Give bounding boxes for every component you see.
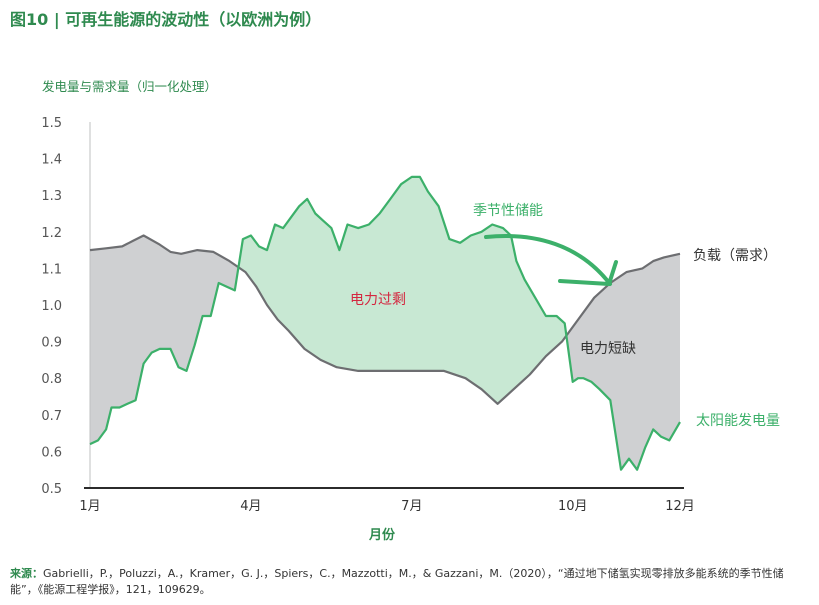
y-tick-label: 0.8 [41,372,62,387]
y-tick-label: 0.6 [41,445,62,460]
x-tick-label: 4月 [240,499,261,514]
source-text: Gabrielli，P.，Poluzzi，A.，Kramer，G. J.，Spi… [10,567,784,596]
series-line-solar [89,175,681,471]
shortage-label: 电力短缺 [580,341,636,357]
storage-arrow-icon [484,233,612,286]
load-series-label: 负载（需求） [693,248,777,264]
x-tick-label: 12月 [665,499,695,514]
x-tick-label: 10月 [558,499,588,514]
y-tick-label: 1.0 [41,299,62,314]
x-tick-labels: 1月 4月 7月 10月 12月 [79,499,694,514]
figure-title: 图10 | 可再生能源的波动性（以欧洲为例） [10,10,322,29]
y-tick-label: 1.4 [41,153,62,168]
y-tick-label: 0.5 [41,482,62,497]
storage-arrowhead-icon [558,260,618,286]
y-tick-label: 0.9 [41,336,62,351]
fill-areas [90,176,680,470]
seasonal-storage-label: 季节性储能 [473,203,543,219]
y-tick-label: 1.3 [41,189,62,204]
x-axis-title: 月份 [368,527,396,543]
y-tick-label: 1.5 [41,116,62,131]
surplus-area [90,176,680,404]
solar-series-label: 太阳能发电量 [696,413,780,429]
x-tick-label: 1月 [79,499,100,514]
source-note: 来源：Gabrielli，P.，Poluzzi，A.，Kramer，G. J.，… [10,566,810,598]
y-tick-label: 0.7 [41,409,62,424]
y-tick-label: 1.1 [41,262,62,277]
y-axis-title: 发电量与需求量（归一化处理） [42,79,217,94]
source-label: 来源： [10,567,43,580]
y-tick-labels: 0.5 0.6 0.7 0.8 0.9 1.0 1.1 1.2 1.3 1.4 1.5 [41,116,62,497]
series-line-load [89,234,681,405]
x-tick-label: 7月 [401,499,422,514]
y-tick-label: 1.2 [41,226,62,241]
surplus-label: 电力过剩 [350,292,406,308]
